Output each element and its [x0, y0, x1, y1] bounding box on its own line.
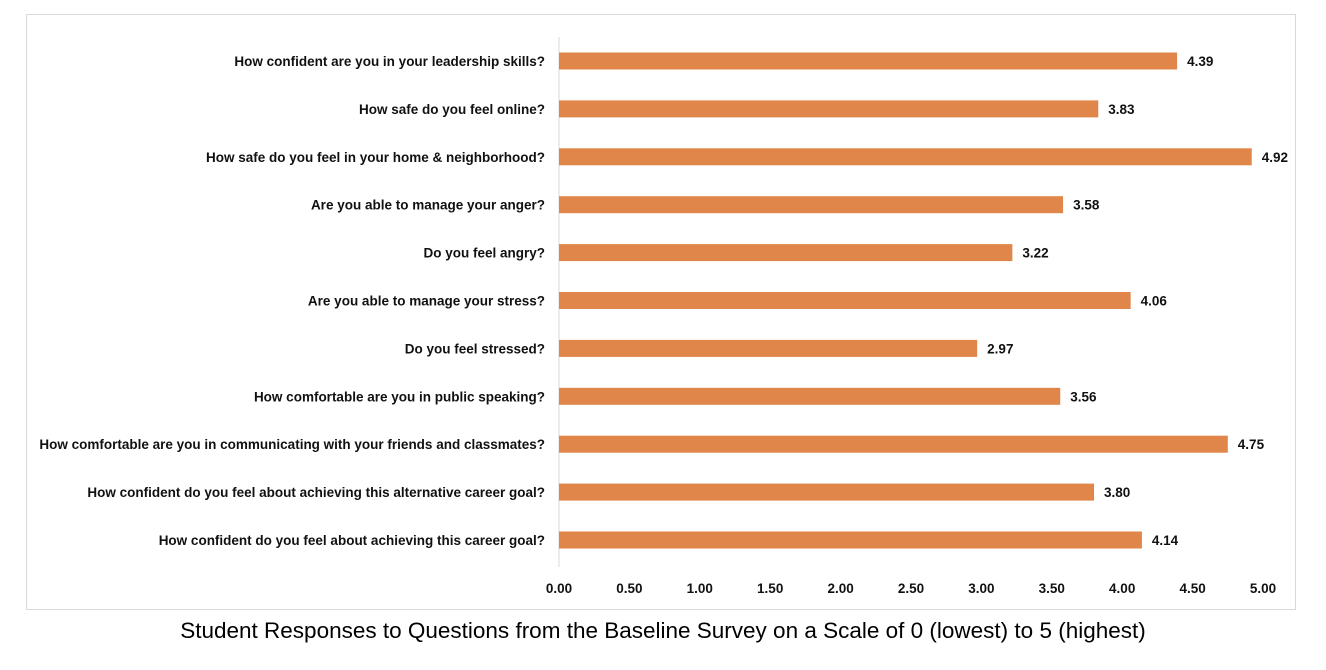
x-tick-label: 3.00	[968, 581, 994, 596]
bar	[559, 435, 1228, 453]
x-tick-label: 4.50	[1179, 581, 1205, 596]
x-tick-label: 1.50	[757, 581, 783, 596]
bar-value-label: 3.22	[1022, 246, 1048, 261]
x-tick-label: 0.00	[546, 581, 572, 596]
chart-caption: Student Responses to Questions from the …	[180, 618, 1146, 643]
bar	[559, 387, 1061, 405]
bar	[559, 531, 1142, 549]
x-tick-label: 5.00	[1250, 581, 1276, 596]
bar	[559, 196, 1064, 214]
x-tick-label: 0.50	[616, 581, 642, 596]
bar	[559, 52, 1178, 70]
bar-value-label: 3.80	[1104, 485, 1130, 500]
category-label: Are you able to manage your anger?	[311, 198, 545, 213]
bar-value-label: 4.39	[1187, 54, 1213, 69]
bar-value-label: 3.83	[1108, 102, 1135, 117]
x-tick-label: 1.00	[687, 581, 713, 596]
bar-chart: How confident are you in your leadership…	[39, 37, 1288, 596]
x-tick-label: 2.50	[898, 581, 924, 596]
bar	[559, 100, 1099, 118]
category-label: Do you feel angry?	[423, 246, 545, 261]
bar-value-label: 2.97	[987, 341, 1013, 356]
category-label: How safe do you feel online?	[359, 102, 545, 117]
bar-value-label: 3.58	[1073, 198, 1100, 213]
bar	[559, 483, 1095, 501]
chart-frame: How confident are you in your leadership…	[26, 14, 1296, 610]
category-label: How comfortable are you in public speaki…	[254, 389, 545, 404]
bar-value-label: 4.06	[1141, 294, 1168, 309]
category-label: How confident do you feel about achievin…	[159, 533, 545, 548]
category-label: How comfortable are you in communicating…	[39, 437, 545, 452]
category-label: Do you feel stressed?	[405, 341, 545, 356]
category-label: How confident do you feel about achievin…	[87, 485, 545, 500]
bar	[559, 292, 1131, 309]
bar	[559, 148, 1252, 166]
bar-value-label: 4.14	[1152, 533, 1179, 548]
x-tick-label: 3.50	[1039, 581, 1065, 596]
category-label: How safe do you feel in your home & neig…	[206, 150, 545, 165]
bar-value-label: 4.75	[1238, 437, 1265, 452]
x-tick-label: 2.00	[827, 581, 853, 596]
bar-value-label: 3.56	[1070, 389, 1097, 404]
bar	[559, 339, 978, 357]
category-label: How confident are you in your leadership…	[234, 54, 545, 69]
category-label: Are you able to manage your stress?	[308, 294, 545, 309]
bar	[559, 244, 1013, 262]
bar-value-label: 4.92	[1262, 150, 1288, 165]
x-tick-label: 4.00	[1109, 581, 1135, 596]
